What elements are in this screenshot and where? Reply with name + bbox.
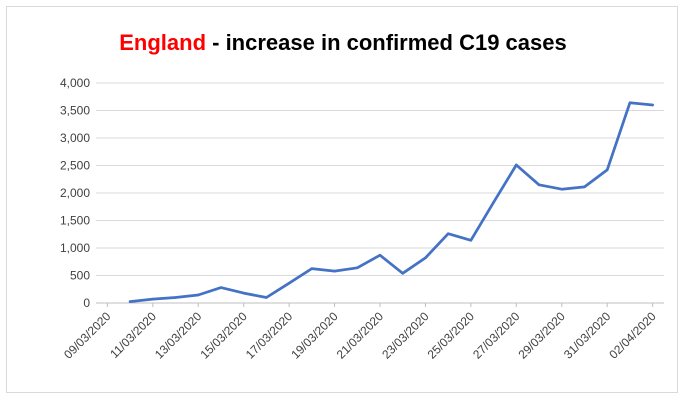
series-layer — [128, 101, 654, 303]
data-point — [515, 163, 518, 167]
grid-lines — [96, 82, 664, 276]
chart-title-highlight: England — [119, 30, 207, 55]
y-tick-label: 3,000 — [60, 131, 90, 145]
x-axis-ticks: 09/03/202011/03/202013/03/202015/03/2020… — [61, 309, 659, 362]
data-point — [128, 300, 132, 303]
series-line-0 — [128, 101, 654, 303]
x-tick-label: 31/03/2020 — [561, 309, 614, 362]
x-tick-label: 09/03/2020 — [61, 309, 114, 362]
chart-title: England - increase in confirmed C19 case… — [0, 30, 686, 56]
data-point — [287, 282, 291, 285]
data-point — [447, 232, 450, 235]
data-point — [356, 266, 359, 269]
data-point — [401, 272, 404, 275]
data-point — [197, 293, 200, 297]
x-tick-label: 27/03/2020 — [470, 309, 523, 362]
data-point — [219, 286, 223, 289]
y-tick-label: 2,000 — [60, 186, 90, 200]
x-tick-label: 23/03/2020 — [379, 309, 432, 362]
data-point — [537, 183, 541, 186]
y-tick-label: 1,000 — [60, 241, 90, 255]
x-tick-label: 15/03/2020 — [197, 309, 250, 362]
y-tick-label: 2,500 — [60, 159, 90, 173]
y-tick-label: 4,000 — [60, 76, 90, 90]
x-tick-label: 19/03/2020 — [288, 309, 341, 362]
data-point — [583, 185, 586, 189]
x-tick-label: 25/03/2020 — [425, 309, 478, 362]
y-axis-ticks: 0 500 1,000 1,500 2,000 2,500 3,000 3,500 4,000 — [60, 76, 90, 310]
data-point — [310, 267, 313, 270]
y-tick-label: 3,500 — [60, 104, 90, 118]
data-point — [265, 296, 268, 299]
data-point — [424, 256, 427, 260]
y-tick-label: 1,500 — [60, 214, 90, 228]
data-point — [242, 291, 245, 295]
data-point — [628, 101, 632, 105]
chart-title-rest: - increase in confirmed C19 cases — [206, 30, 567, 55]
x-tick-label: 02/04/2020 — [606, 309, 659, 362]
chart-frame — [6, 6, 678, 393]
data-point — [492, 201, 495, 204]
data-point — [333, 269, 336, 273]
x-tick-label: 17/03/2020 — [243, 309, 296, 362]
data-point — [469, 239, 473, 242]
data-point — [560, 188, 563, 191]
x-tick-label: 29/03/2020 — [516, 309, 569, 362]
axes — [96, 302, 664, 307]
x-tick-label: 21/03/2020 — [334, 309, 387, 362]
data-point — [606, 168, 609, 172]
y-tick-label: 0 — [83, 296, 90, 310]
data-point — [174, 296, 177, 299]
x-tick-label: 11/03/2020 — [107, 309, 159, 361]
y-tick-label: 500 — [70, 269, 90, 283]
data-point — [651, 103, 654, 107]
x-tick-label: 13/03/2020 — [152, 309, 205, 362]
data-point — [151, 297, 154, 301]
data-point — [378, 254, 382, 257]
